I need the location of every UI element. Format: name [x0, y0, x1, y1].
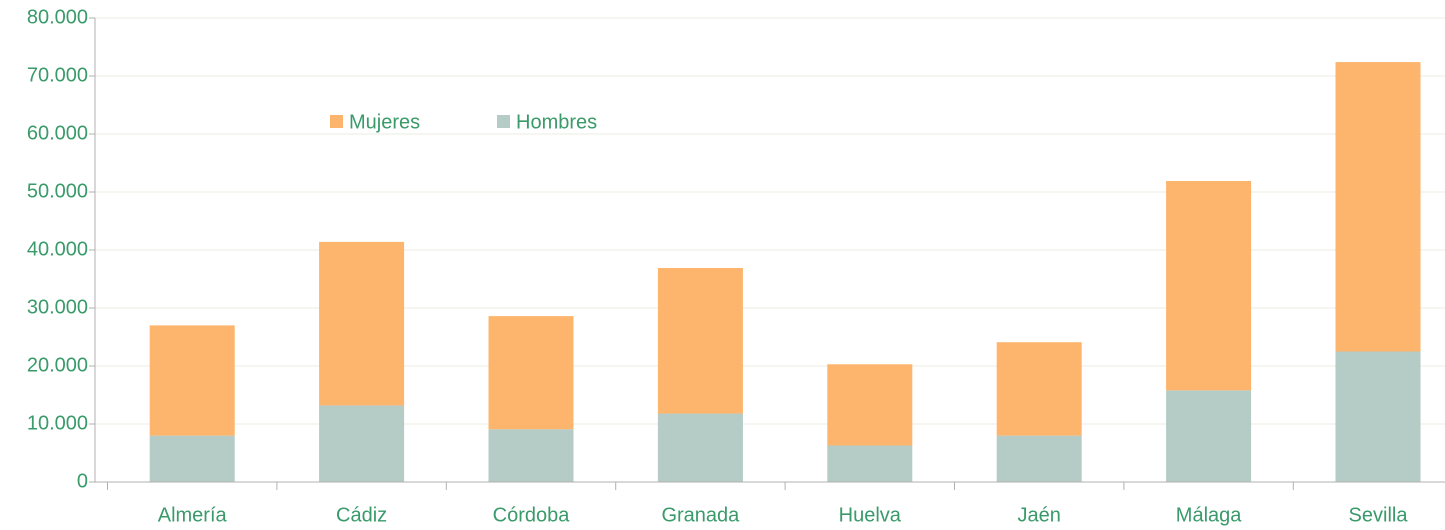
bar-segment — [149, 325, 235, 436]
y-tick-label: 40.000 — [27, 238, 88, 260]
bar-segment — [319, 241, 405, 406]
x-tick-label: Cádiz — [336, 504, 387, 526]
legend-swatch — [497, 115, 510, 128]
y-tick-label: 0 — [77, 470, 88, 492]
bar-segment — [149, 435, 235, 482]
bar-segment — [1166, 390, 1252, 482]
y-tick-label: 80.000 — [27, 6, 88, 28]
bar-segment — [996, 342, 1082, 436]
y-tick-label: 70.000 — [27, 64, 88, 86]
bar-segment — [488, 429, 574, 482]
x-tick-label: Sevilla — [1349, 504, 1409, 526]
bar-segment — [319, 405, 405, 482]
legend-label: Mujeres — [349, 111, 420, 133]
bar-segment — [488, 316, 574, 430]
x-tick-label: Huelva — [839, 504, 902, 526]
x-tick-label: Córdoba — [493, 504, 571, 526]
bar-segment — [1335, 62, 1421, 352]
bar-segment — [657, 267, 743, 414]
y-tick-label: 20.000 — [27, 354, 88, 376]
y-tick-label: 30.000 — [27, 296, 88, 318]
bar-segment — [1166, 180, 1252, 391]
x-tick-label: Jaén — [1018, 504, 1061, 526]
bar-segment — [827, 364, 913, 446]
legend-swatch — [330, 115, 343, 128]
y-tick-label: 60.000 — [27, 122, 88, 144]
y-tick-label: 10.000 — [27, 412, 88, 434]
legend-label: Hombres — [516, 111, 597, 133]
bar-segment — [996, 435, 1082, 482]
bar-segment — [657, 413, 743, 482]
bar-segment — [827, 445, 913, 482]
x-tick-label: Almería — [158, 504, 228, 526]
x-tick-label: Granada — [661, 504, 740, 526]
bar-segment — [1335, 351, 1421, 482]
x-tick-label: Málaga — [1176, 504, 1242, 526]
y-tick-label: 50.000 — [27, 180, 88, 202]
